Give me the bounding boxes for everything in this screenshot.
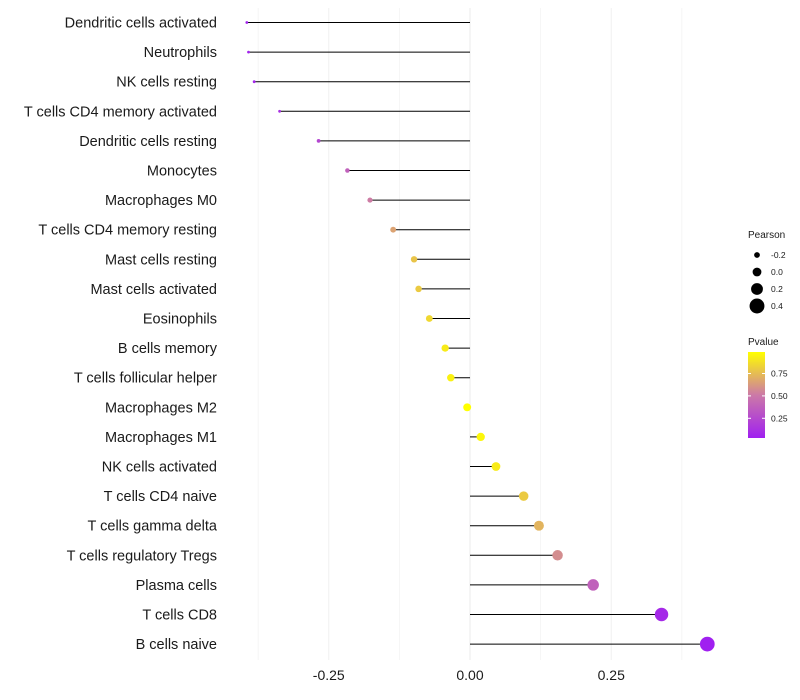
- size-legend-label: 0.4: [771, 301, 783, 311]
- category-label: T cells CD4 naive: [104, 489, 217, 505]
- lollipop-point: [463, 403, 472, 412]
- category-label: Dendritic cells activated: [65, 16, 217, 32]
- lollipop-point: [425, 315, 433, 322]
- grid-lines: [257, 8, 683, 660]
- lollipop-point: [345, 168, 350, 173]
- category-label: T cells gamma delta: [88, 519, 218, 535]
- category-label: Neutrophils: [144, 45, 217, 61]
- category-label: T cells CD4 memory resting: [38, 223, 217, 239]
- x-axis-ticks: -0.25 0.00 0.25: [313, 667, 625, 683]
- category-label: Macrophages M0: [105, 193, 217, 209]
- category-labels: Dendritic cells activated Neutrophils NK c…: [24, 16, 218, 654]
- lollipop-point: [278, 109, 281, 113]
- lollipop-stems: [246, 22, 708, 645]
- category-label: Macrophages M2: [105, 400, 217, 416]
- lollipop-point: [245, 21, 249, 24]
- category-label: Monocytes: [147, 164, 217, 180]
- lollipop-point: [252, 80, 256, 84]
- colorbar-label: 0.25: [771, 413, 788, 423]
- size-legend-key: [752, 267, 762, 277]
- category-label: Mast cells activated: [90, 282, 217, 298]
- lollipop-point: [699, 636, 715, 652]
- pvalue-legend-title: Pvalue: [748, 337, 779, 348]
- lollipop-point: [441, 344, 449, 352]
- size-legend-key: [749, 298, 765, 314]
- colorbar-label: 0.75: [771, 369, 788, 379]
- category-label: B cells memory: [118, 341, 218, 357]
- category-label: Plasma cells: [136, 578, 217, 594]
- lollipop-point: [410, 256, 418, 263]
- lollipop-point: [247, 50, 250, 54]
- pvalue-color-legend: Pvalue 0.75 0.50 0.25: [748, 337, 788, 438]
- size-legend-label: 0.0: [771, 267, 783, 277]
- category-label: NK cells resting: [116, 75, 217, 91]
- lollipop-point: [491, 462, 501, 471]
- pearson-legend-title: Pearson: [748, 230, 785, 241]
- lollipop-point: [390, 226, 397, 233]
- colorbar-label: 0.50: [771, 391, 788, 401]
- x-tick-label: 0.25: [598, 667, 625, 683]
- x-tick-label: -0.25: [313, 667, 345, 683]
- lollipop-point: [654, 607, 669, 622]
- x-tick-label: 0.00: [456, 667, 483, 683]
- size-legend-label: -0.2: [771, 250, 786, 260]
- lollipop-point: [518, 491, 529, 501]
- size-legend-label: 0.2: [771, 284, 783, 294]
- size-legend-key: [751, 283, 763, 295]
- lollipop-point: [552, 550, 563, 561]
- pvalue-colorbar: [748, 352, 765, 438]
- category-label: Macrophages M1: [105, 430, 217, 446]
- lollipop-point: [587, 579, 599, 591]
- category-label: T cells CD4 memory activated: [24, 104, 217, 120]
- lollipop-point: [476, 432, 485, 442]
- lollipop-points: [245, 21, 715, 652]
- lollipop-point: [533, 520, 544, 531]
- lollipop-point: [367, 197, 373, 203]
- category-label: NK cells activated: [102, 460, 217, 476]
- category-label: B cells naive: [136, 637, 217, 653]
- size-legend-key: [754, 252, 760, 258]
- pearson-size-legend: Pearson -0.2 0.0 0.2 0.4: [748, 230, 786, 314]
- category-label: Dendritic cells resting: [79, 134, 217, 150]
- category-label: T cells regulatory Tregs: [67, 548, 217, 564]
- lollipop-point: [415, 285, 422, 293]
- lollipop-point: [447, 373, 455, 382]
- category-label: T cells follicular helper: [74, 371, 217, 387]
- lollipop-point: [316, 139, 321, 143]
- category-label: Eosinophils: [143, 312, 217, 328]
- category-label: T cells CD8: [142, 608, 217, 624]
- category-label: Mast cells resting: [105, 252, 217, 268]
